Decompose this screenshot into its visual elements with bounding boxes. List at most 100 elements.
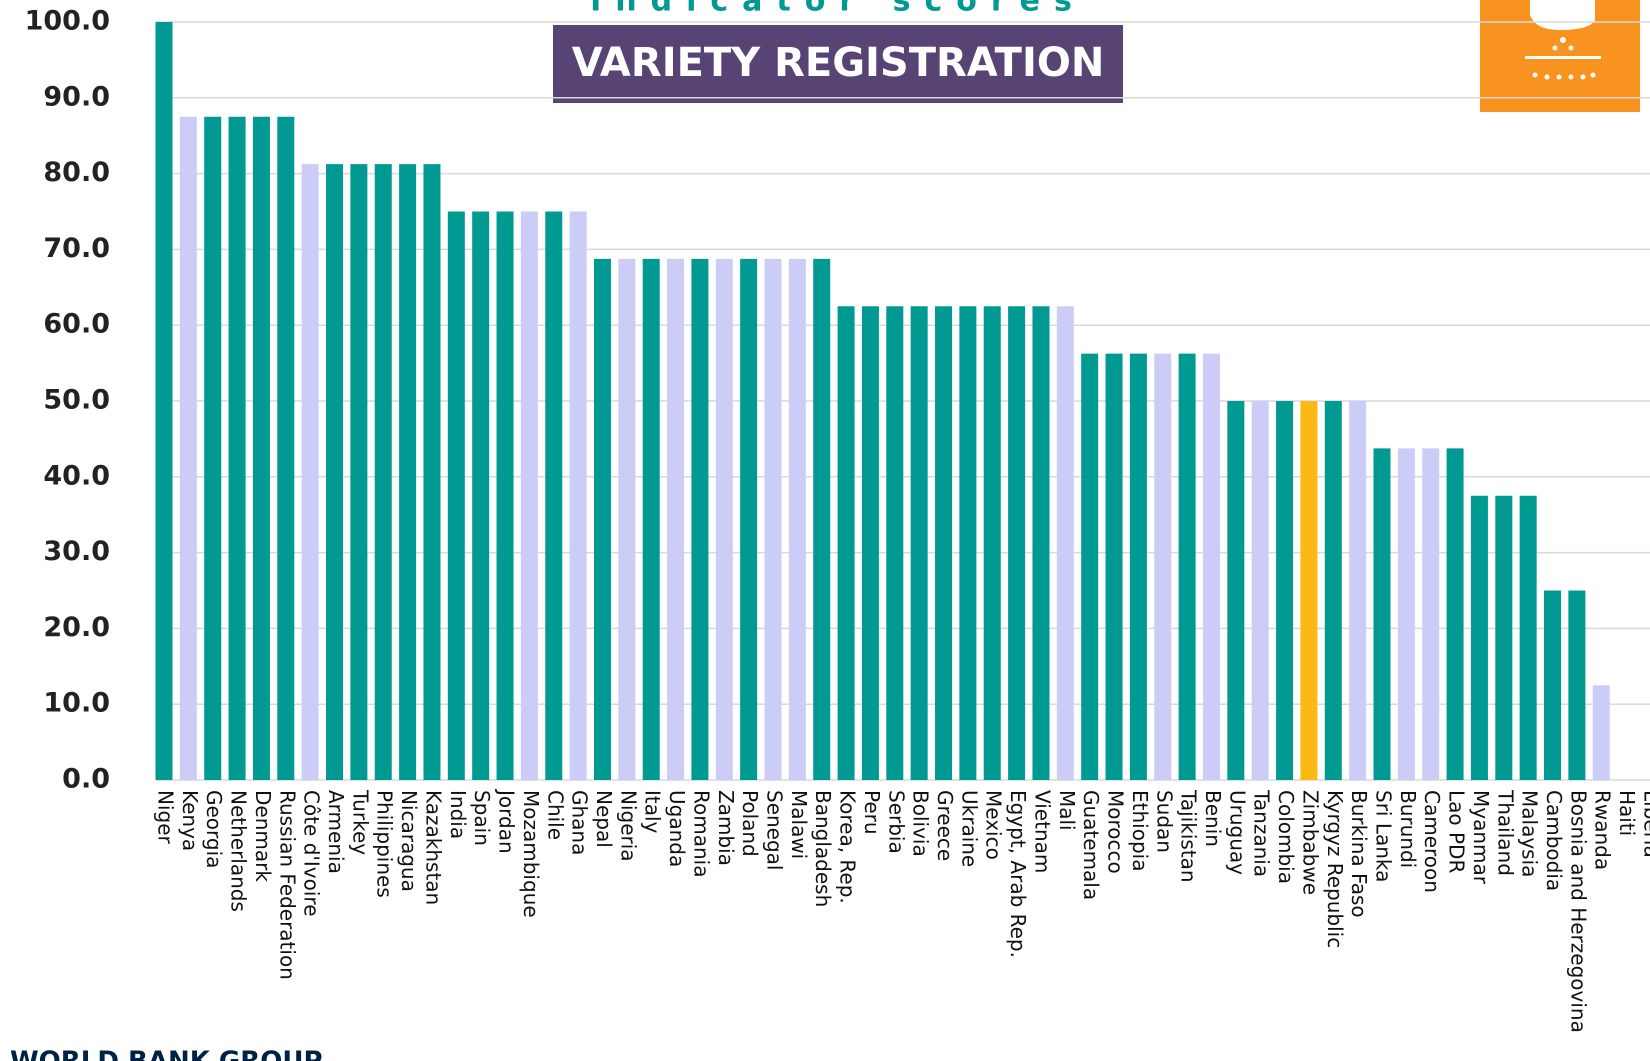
x-tick-label: Uruguay: [1225, 790, 1249, 875]
x-tick-label: Bangladesh: [811, 790, 835, 907]
x-tick-label: Malaysia: [1518, 790, 1542, 877]
x-tick-label: Tanzania: [1250, 789, 1274, 877]
x-tick-label: Nicaragua: [397, 790, 421, 892]
bar: [1081, 353, 1099, 780]
bar: [1129, 353, 1147, 780]
bar: [1422, 448, 1440, 780]
x-tick-label: Malawi: [787, 790, 811, 859]
x-tick-label: Haiti: [1615, 790, 1639, 836]
x-tick-label: Burundi: [1396, 790, 1420, 868]
bar: [496, 211, 514, 780]
bar: [1592, 685, 1610, 780]
x-tick-label: Cambodia: [1542, 790, 1566, 891]
y-tick-label: 100.0: [25, 6, 110, 37]
x-tick-label: Colombia: [1274, 790, 1298, 884]
x-tick-label: Turkey: [348, 789, 372, 855]
x-tick-label: Spain: [470, 790, 494, 846]
y-tick-label: 50.0: [43, 385, 110, 416]
bar: [642, 258, 660, 780]
x-tick-label: Nepal: [592, 790, 616, 848]
bar: [837, 306, 855, 780]
y-tick-label: 0.0: [62, 764, 110, 795]
bar: [1349, 401, 1367, 780]
bar: [910, 306, 928, 780]
bar: [252, 116, 270, 780]
x-tick-label: Myanmar: [1469, 790, 1493, 885]
x-tick-label: Denmark: [251, 790, 275, 882]
x-tick-label: Tajikistan: [1177, 789, 1201, 883]
x-tick-label: Zambia: [714, 790, 738, 866]
x-tick-label: Ethiopia: [1128, 790, 1152, 871]
y-tick-label: 30.0: [43, 536, 110, 567]
x-tick-label: Greece: [933, 790, 957, 861]
bar: [1032, 306, 1050, 780]
y-tick-label: 90.0: [43, 81, 110, 112]
footer-logo: WORLD BANK GROUP: [10, 1047, 323, 1061]
subtitle: VARIETY REGISTRATION: [572, 40, 1105, 86]
bar: [1300, 401, 1318, 780]
x-tick-label: Uganda: [665, 790, 689, 867]
x-tick-label: Ghana: [568, 790, 592, 855]
bar: [935, 306, 953, 780]
bar: [228, 116, 246, 780]
chart-title: Indicator scores: [590, 0, 1086, 19]
bar: [764, 258, 782, 780]
bar: [350, 164, 368, 780]
bar: [886, 306, 904, 780]
x-tick-label: Romania: [689, 790, 713, 877]
bar: [301, 164, 319, 780]
bar: [326, 164, 344, 780]
x-tick-label: Serbia: [884, 790, 908, 854]
bar: [740, 258, 758, 780]
x-tick-label: Sudan: [1152, 790, 1176, 853]
bar: [1324, 401, 1342, 780]
bar: [1154, 353, 1172, 780]
bar: [1008, 306, 1026, 780]
x-tick-label: Armenia: [324, 790, 348, 874]
x-tick-label: Kazakhstan: [421, 790, 445, 905]
bar: [983, 306, 1001, 780]
bar: [813, 258, 831, 780]
y-tick-label: 10.0: [43, 688, 110, 719]
x-tick-label: Kyrgyz Republic: [1323, 790, 1347, 948]
bar: [1495, 495, 1513, 780]
x-tick-label: Ukraine: [957, 790, 981, 867]
x-tick-label: Russian Federation: [275, 790, 299, 980]
x-tick-label: Nigeria: [616, 790, 640, 862]
bar: [277, 116, 295, 780]
bar: [788, 258, 806, 780]
bar: [1105, 353, 1123, 780]
bar: [861, 306, 879, 780]
x-tick-label: Kenya: [178, 790, 202, 851]
bar: [1276, 401, 1294, 780]
x-tick-label: Bosnia and Herzegovina: [1566, 790, 1590, 1033]
x-tick-label: Benin: [1201, 790, 1225, 847]
y-tick-label: 70.0: [43, 233, 110, 264]
x-tick-label: Mozambique: [519, 790, 543, 918]
bar: [374, 164, 392, 780]
x-tick-label: Vietnam: [1030, 790, 1054, 873]
bar: [618, 258, 636, 780]
bar: [1446, 448, 1464, 780]
x-tick-label: Liberia: [1639, 790, 1650, 858]
x-tick-label: Rwanda: [1591, 790, 1615, 870]
bar: [1373, 448, 1391, 780]
x-tick-label: Jordan: [495, 788, 519, 854]
x-tick-label: Mali: [1055, 790, 1079, 831]
bar: [715, 258, 733, 780]
bar: [155, 22, 173, 780]
y-tick-label: 20.0: [43, 612, 110, 643]
x-tick-label: Niger: [154, 790, 178, 845]
bar: [472, 211, 490, 780]
x-tick-label: Poland: [738, 790, 762, 857]
bar: [691, 258, 709, 780]
bar: [1056, 306, 1074, 780]
bar: [1568, 590, 1586, 780]
bar: [447, 211, 465, 780]
y-tick-label: 60.0: [43, 309, 110, 340]
bar: [1251, 401, 1269, 780]
x-tick-label: Peru: [860, 790, 884, 835]
bar: [1397, 448, 1415, 780]
bar: [1544, 590, 1562, 780]
